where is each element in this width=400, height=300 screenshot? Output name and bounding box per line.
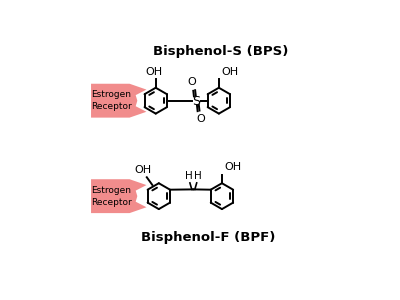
Text: Bisphenol-S (BPS): Bisphenol-S (BPS) [153, 45, 288, 58]
Text: H: H [185, 171, 193, 182]
Text: Bisphenol-F (BPF): Bisphenol-F (BPF) [141, 231, 275, 244]
Text: O: O [196, 114, 205, 124]
Text: OH: OH [221, 67, 238, 77]
Text: OH: OH [224, 162, 242, 172]
Polygon shape [91, 179, 146, 213]
Text: Estrogen
Receptor: Estrogen Receptor [91, 90, 132, 111]
Text: Estrogen
Receptor: Estrogen Receptor [91, 186, 132, 207]
Text: OH: OH [146, 67, 163, 77]
Text: H: H [194, 171, 202, 182]
Polygon shape [91, 84, 146, 118]
Text: OH: OH [134, 165, 151, 175]
Text: S: S [192, 95, 200, 108]
Text: O: O [188, 77, 196, 87]
